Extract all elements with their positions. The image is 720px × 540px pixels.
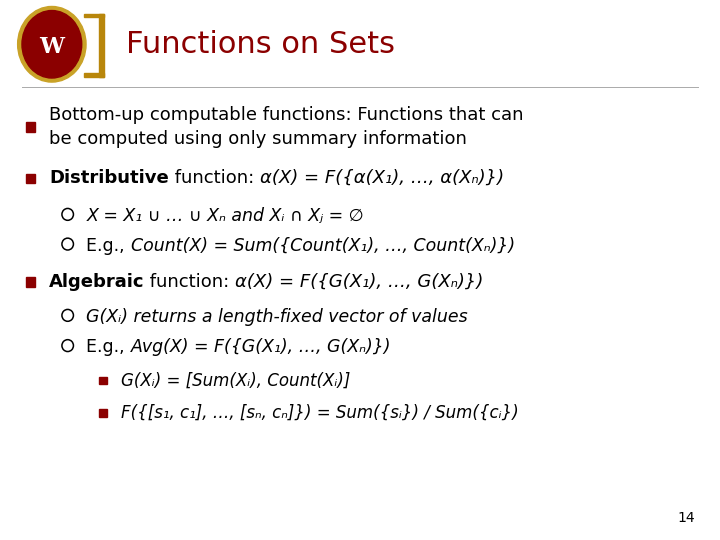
Text: E.g.,: E.g., bbox=[86, 338, 130, 356]
Text: Functions on Sets: Functions on Sets bbox=[126, 30, 395, 59]
Text: α(X) = F({G(X₁), …, G(Xₙ)}): α(X) = F({G(X₁), …, G(Xₙ)}) bbox=[235, 273, 484, 291]
Text: Algebraic: Algebraic bbox=[49, 273, 145, 291]
Bar bbox=[84, 14, 104, 17]
Bar bbox=[26, 123, 35, 132]
Text: Bottom-up computable functions: Functions that can
be computed using only summar: Bottom-up computable functions: Function… bbox=[49, 106, 523, 148]
Text: Count(X) = Sum({Count(X₁), …, Count(Xₙ)}): Count(X) = Sum({Count(X₁), …, Count(Xₙ)}… bbox=[130, 237, 515, 255]
Text: α(X) = F({α(X₁), …, α(Xₙ)}): α(X) = F({α(X₁), …, α(Xₙ)}) bbox=[260, 169, 504, 187]
Bar bbox=[84, 73, 104, 77]
Bar bbox=[26, 174, 35, 183]
Ellipse shape bbox=[17, 6, 86, 82]
Text: G(Xᵢ) returns a length-fixed vector of values: G(Xᵢ) returns a length-fixed vector of v… bbox=[86, 308, 468, 326]
Text: F({[s₁, c₁], …, [sₙ, cₙ]}) = Sum({sᵢ}) / Sum({cᵢ}): F({[s₁, c₁], …, [sₙ, cₙ]}) = Sum({sᵢ}) /… bbox=[121, 404, 518, 422]
Text: 14: 14 bbox=[678, 511, 695, 525]
Ellipse shape bbox=[22, 10, 82, 78]
Text: G(Xᵢ) = [Sum(Xᵢ), Count(Xᵢ)]: G(Xᵢ) = [Sum(Xᵢ), Count(Xᵢ)] bbox=[121, 372, 351, 390]
Text: Distributive: Distributive bbox=[49, 169, 168, 187]
Text: X = X₁ ∪ … ∪ Xₙ and Xᵢ ∩ Xⱼ = ∅: X = X₁ ∪ … ∪ Xₙ and Xᵢ ∩ Xⱼ = ∅ bbox=[86, 207, 364, 225]
Text: W: W bbox=[40, 36, 64, 58]
Text: Avg(X) = F({G(X₁), …, G(Xₙ)}): Avg(X) = F({G(X₁), …, G(Xₙ)}) bbox=[130, 338, 391, 356]
Bar bbox=[99, 376, 107, 384]
Text: function:: function: bbox=[145, 273, 235, 291]
Bar bbox=[99, 14, 104, 77]
Bar bbox=[99, 409, 107, 417]
Bar bbox=[26, 278, 35, 287]
Text: function:: function: bbox=[168, 169, 260, 187]
Text: E.g.,: E.g., bbox=[86, 237, 130, 255]
